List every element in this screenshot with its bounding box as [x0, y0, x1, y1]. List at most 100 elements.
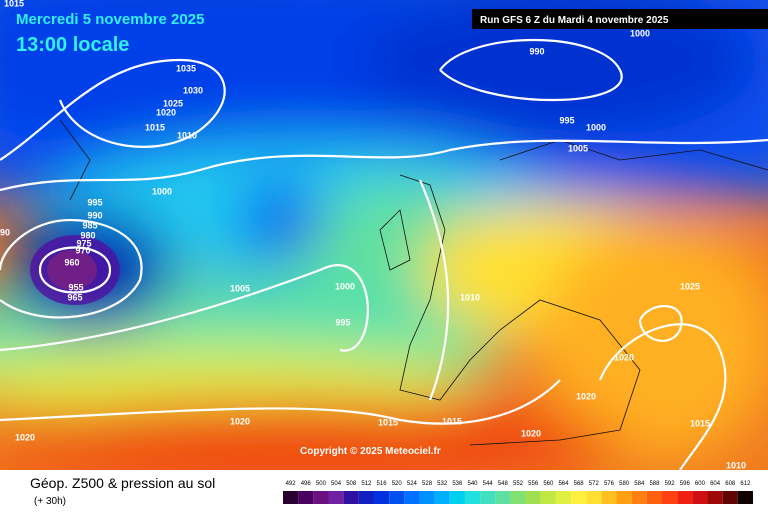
scale-label: 492	[286, 481, 297, 487]
scale-label: 496	[301, 481, 312, 487]
scale-swatch	[722, 491, 738, 504]
field: 1015 1035 1030 1025 1020 1015 1010 1000 …	[0, 0, 768, 470]
scale-swatch	[737, 491, 753, 504]
isobar-label: 1025	[680, 281, 700, 291]
run-info: Run GFS 6 Z du Mardi 4 novembre 2025	[480, 15, 669, 26]
footer-title: Géop. Z500 & pression au sol	[30, 475, 215, 491]
isobar-label: 1035	[176, 63, 196, 73]
isobar-label: 995	[87, 197, 102, 207]
scale-swatch	[389, 491, 405, 504]
scale-label: 520	[392, 481, 403, 487]
isobar-label: 1015	[4, 0, 24, 8]
scale-label: 560	[543, 481, 554, 487]
scale-swatch	[283, 491, 299, 504]
scale-label: 500	[316, 481, 327, 487]
isobar-label: 1020	[576, 391, 596, 401]
scale-label: 552	[513, 481, 524, 487]
scale-swatch	[555, 491, 572, 504]
isobar-label: 90	[0, 227, 10, 237]
scale-swatch	[343, 491, 359, 504]
scale-swatch	[540, 491, 556, 504]
scale-swatch	[495, 491, 511, 504]
isobar-label: 1005	[230, 283, 250, 293]
isobar-label: 1025	[163, 98, 183, 108]
isobar-label: 1000	[335, 281, 355, 291]
scale-label: 508	[346, 481, 357, 487]
scale-swatch	[373, 491, 390, 504]
isobar-label: 1015	[442, 416, 462, 426]
scale-label: 564	[558, 481, 569, 487]
scale-swatch	[449, 491, 465, 504]
scale-swatch	[677, 491, 693, 504]
scale-label: 568	[574, 481, 585, 487]
isobar-label: 960	[64, 257, 79, 267]
scale-swatch	[616, 491, 632, 504]
scale-label: 588	[649, 481, 660, 487]
scale-label: 612	[740, 481, 751, 487]
isobar-label: 1000	[586, 122, 606, 132]
scale-swatch	[328, 491, 344, 504]
isobar-label: 1000	[152, 186, 172, 196]
scale-label: 516	[377, 481, 388, 487]
scale-swatch	[586, 491, 602, 504]
scale-label: 504	[331, 481, 342, 487]
date: Mercredi 5 novembre 2025	[16, 11, 204, 28]
isobar-label: 985	[82, 220, 97, 230]
scale-swatch	[692, 491, 708, 504]
isobar-label: 1005	[568, 143, 588, 153]
isobar-label: 1020	[156, 107, 176, 117]
isobar-label: 1020	[521, 428, 541, 438]
isobar-label: 1015	[378, 417, 398, 427]
isobar-label: 1010	[726, 460, 746, 470]
scale-label: 540	[468, 481, 479, 487]
scale-swatch	[434, 491, 450, 504]
isobar-lines	[0, 39, 768, 470]
scale-label: 528	[422, 481, 433, 487]
isobar-label: 965	[67, 292, 82, 302]
scale-swatch	[571, 491, 587, 504]
isobar-label: 990	[87, 210, 102, 220]
isobar-label: 955	[68, 282, 83, 292]
isobar-label: 1015	[145, 122, 165, 132]
scale-label: 544	[483, 481, 494, 487]
isobar-label: 990	[529, 46, 544, 56]
isobar-label: 1020	[230, 416, 250, 426]
isobar-label: 1010	[460, 292, 480, 302]
scale-swatch	[419, 491, 435, 504]
run-box	[472, 9, 768, 29]
isobar-label: 1000	[630, 28, 650, 38]
scale-label: 512	[361, 481, 372, 487]
isobar-label: 995	[559, 115, 574, 125]
copyright: Copyright © 2025 Meteociel.fr	[300, 446, 441, 457]
scale-swatch	[510, 491, 526, 504]
isobar-label: 995	[335, 317, 350, 327]
scale-swatch	[646, 491, 663, 504]
footer-subtitle: (+ 30h)	[34, 496, 66, 507]
isobar-label: 970	[75, 245, 90, 255]
scale-label: 572	[589, 481, 600, 487]
time: 13:00 locale	[16, 34, 129, 56]
scale-label: 584	[634, 481, 645, 487]
color-scale: 492 496 500 504 508 512 516 520 524 528 532 536 540 5…	[283, 481, 753, 504]
isobar-label: 1015	[690, 418, 710, 428]
isobar-label: 1030	[183, 85, 203, 95]
scale-swatch	[404, 491, 420, 504]
isobar-labels: 1015 1035 1030 1025 1020 1015 1010 1000 …	[0, 0, 746, 470]
scale-label: 548	[498, 481, 509, 487]
scale-label: 596	[680, 481, 691, 487]
scale-swatch	[662, 491, 678, 504]
scale-label: 524	[407, 481, 418, 487]
isobar-label: 1010	[177, 130, 197, 140]
scale-label: 580	[619, 481, 630, 487]
scale-label: 600	[695, 481, 706, 487]
isobar-label: 1020	[614, 352, 634, 362]
scale-label: 604	[710, 481, 721, 487]
isobar-label: 1020	[15, 432, 35, 442]
scale-label: 608	[725, 481, 736, 487]
scale-label: 576	[604, 481, 615, 487]
scale-swatch	[707, 491, 723, 504]
scale-label: 592	[665, 481, 676, 487]
isobar-label: 980	[80, 230, 95, 240]
scale-label: 536	[452, 481, 463, 487]
